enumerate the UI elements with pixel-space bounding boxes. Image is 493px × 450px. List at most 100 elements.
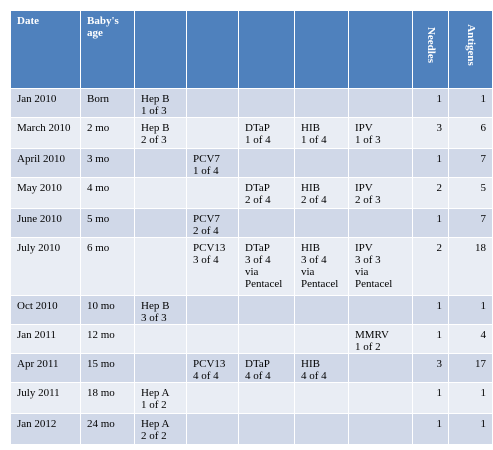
table-cell: IPV 2 of 3 bbox=[348, 177, 413, 209]
table-cell bbox=[134, 177, 187, 209]
table-cell bbox=[186, 177, 239, 209]
header-baby-age: Baby's age bbox=[80, 10, 135, 89]
table-row: July 2010 6 mo PCV13 3 of 4 DTaP 3 of 4 via… bbox=[10, 237, 493, 296]
header-needles: Needles bbox=[412, 10, 449, 89]
table-cell bbox=[294, 295, 349, 325]
table-cell: 5 bbox=[448, 177, 493, 209]
table-cell bbox=[186, 413, 239, 445]
table-cell bbox=[294, 382, 349, 414]
table-cell: July 2010 bbox=[10, 237, 81, 296]
table-row: May 2010 4 mo DTaP 2 of 4 HIB 2 of 4 IPV 2 o… bbox=[10, 177, 493, 209]
header-antigens-label: Antigens bbox=[464, 24, 477, 66]
table-cell bbox=[348, 382, 413, 414]
table-cell: Hep B 2 of 3 bbox=[134, 117, 187, 149]
table-cell: HIB 4 of 4 bbox=[294, 353, 349, 383]
table-cell bbox=[348, 208, 413, 238]
table-cell: 2 bbox=[412, 237, 449, 296]
table-cell: 4 mo bbox=[80, 177, 135, 209]
table-cell bbox=[294, 208, 349, 238]
table-cell: 1 bbox=[412, 88, 449, 118]
table-cell: 15 mo bbox=[80, 353, 135, 383]
table-cell bbox=[134, 148, 187, 178]
table-cell: 7 bbox=[448, 208, 493, 238]
table-cell: July 2011 bbox=[10, 382, 81, 414]
table-cell: PCV13 3 of 4 bbox=[186, 237, 239, 296]
table-cell bbox=[186, 88, 239, 118]
table-cell bbox=[238, 208, 295, 238]
table-cell: 18 mo bbox=[80, 382, 135, 414]
header-date: Date bbox=[10, 10, 81, 89]
table-cell bbox=[238, 88, 295, 118]
table-cell: DTaP 4 of 4 bbox=[238, 353, 295, 383]
table-cell: Hep B 3 of 3 bbox=[134, 295, 187, 325]
table-cell: IPV 3 of 3 via Pentacel bbox=[348, 237, 413, 296]
table-cell bbox=[238, 295, 295, 325]
table-cell: HIB 2 of 4 bbox=[294, 177, 349, 209]
table-cell: April 2010 bbox=[10, 148, 81, 178]
table-cell bbox=[348, 353, 413, 383]
table-cell: 1 bbox=[412, 382, 449, 414]
table-cell: March 2010 bbox=[10, 117, 81, 149]
table-cell: 10 mo bbox=[80, 295, 135, 325]
table-cell bbox=[294, 413, 349, 445]
table-cell bbox=[238, 148, 295, 178]
table-cell bbox=[348, 148, 413, 178]
table-cell bbox=[238, 413, 295, 445]
table-cell: Born bbox=[80, 88, 135, 118]
header-row: Date Baby's age Needles Antigens bbox=[10, 10, 493, 89]
table-cell: 2 mo bbox=[80, 117, 135, 149]
table-cell bbox=[134, 353, 187, 383]
table-cell: Hep B 1 of 3 bbox=[134, 88, 187, 118]
table-cell: Jan 2011 bbox=[10, 324, 81, 354]
table-cell: 12 mo bbox=[80, 324, 135, 354]
table-cell: 17 bbox=[448, 353, 493, 383]
table-cell: Apr 2011 bbox=[10, 353, 81, 383]
table-cell: IPV 1 of 3 bbox=[348, 117, 413, 149]
table-cell: 1 bbox=[448, 88, 493, 118]
table-cell: 1 bbox=[412, 148, 449, 178]
table-cell: PCV7 1 of 4 bbox=[186, 148, 239, 178]
table-cell: Oct 2010 bbox=[10, 295, 81, 325]
table-cell: 3 mo bbox=[80, 148, 135, 178]
header-blank-5 bbox=[348, 10, 413, 89]
table-cell bbox=[348, 413, 413, 445]
table-cell: 1 bbox=[412, 413, 449, 445]
table-cell: Hep A 2 of 2 bbox=[134, 413, 187, 445]
table-cell: 3 bbox=[412, 353, 449, 383]
header-blank-4 bbox=[294, 10, 349, 89]
table-cell bbox=[348, 295, 413, 325]
table-cell bbox=[186, 324, 239, 354]
table-cell bbox=[294, 148, 349, 178]
table-cell: 6 bbox=[448, 117, 493, 149]
table-cell bbox=[186, 295, 239, 325]
table-cell: DTaP 3 of 4 via Pentacel bbox=[238, 237, 295, 296]
vaccine-schedule: Date Baby's age Needles Antigens Jan 201… bbox=[10, 10, 493, 445]
table-cell bbox=[348, 88, 413, 118]
table-row: March 2010 2 mo Hep B 2 of 3 DTaP 1 of 4 HIB… bbox=[10, 117, 493, 149]
table-cell: 24 mo bbox=[80, 413, 135, 445]
table-cell: 1 bbox=[448, 295, 493, 325]
table-cell: 6 mo bbox=[80, 237, 135, 296]
table-cell: PCV13 4 of 4 bbox=[186, 353, 239, 383]
table-cell: 1 bbox=[448, 382, 493, 414]
table-cell bbox=[294, 88, 349, 118]
table-cell: 7 bbox=[448, 148, 493, 178]
table-cell: DTaP 1 of 4 bbox=[238, 117, 295, 149]
table-cell: May 2010 bbox=[10, 177, 81, 209]
table-cell: 4 bbox=[448, 324, 493, 354]
table-cell bbox=[134, 237, 187, 296]
table-cell: PCV7 2 of 4 bbox=[186, 208, 239, 238]
table-cell: Hep A 1 of 2 bbox=[134, 382, 187, 414]
table-cell bbox=[134, 324, 187, 354]
table-row: Apr 2011 15 mo PCV13 4 of 4 DTaP 4 of 4 HIB … bbox=[10, 353, 493, 383]
header-antigens: Antigens bbox=[448, 10, 493, 89]
schedule-table: Date Baby's age Needles Antigens Jan 201… bbox=[10, 10, 493, 445]
table-cell: 3 bbox=[412, 117, 449, 149]
table-cell: Jan 2012 bbox=[10, 413, 81, 445]
